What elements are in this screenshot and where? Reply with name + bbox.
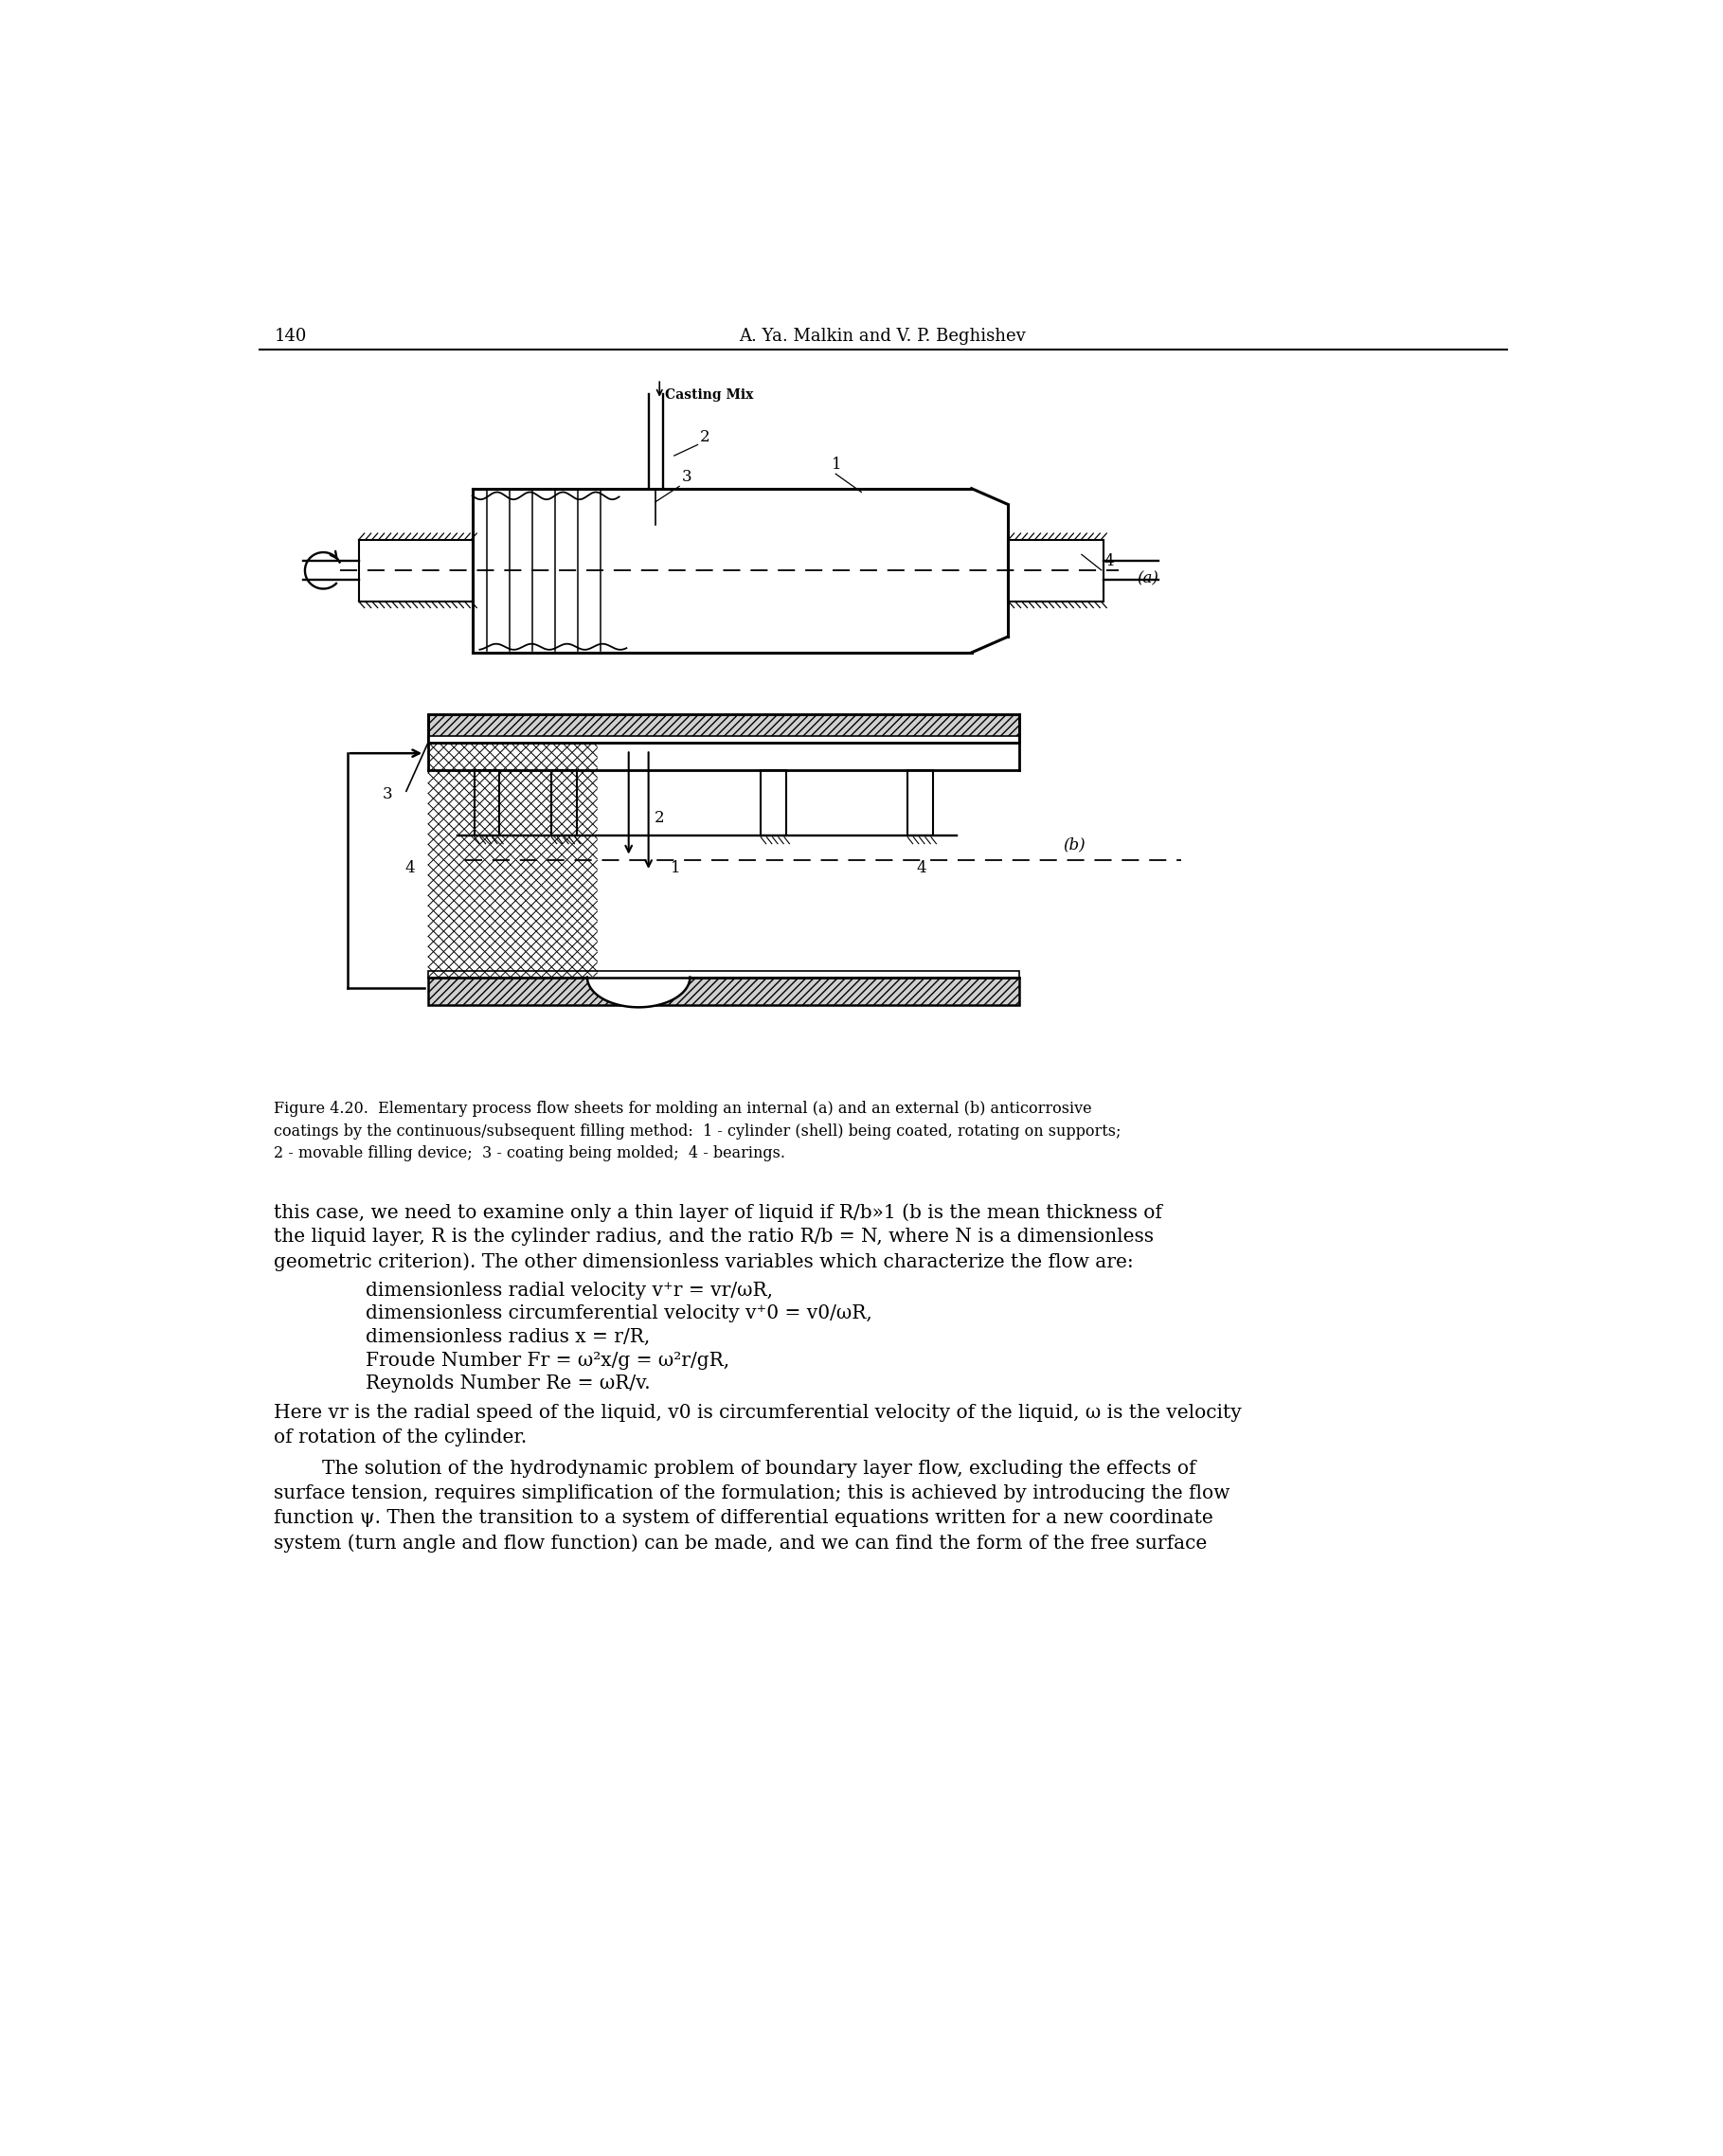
Text: 1: 1 [832, 457, 843, 472]
Text: 2: 2 [655, 808, 665, 826]
Text: coatings by the continuous/subsequent filling method:  1 - cylinder (shell) bein: coatings by the continuous/subsequent fi… [274, 1123, 1122, 1138]
Text: geometric criterion). The other dimensionless variables which characterize the f: geometric criterion). The other dimensio… [274, 1253, 1134, 1272]
Bar [429, 977, 1020, 1005]
Text: 4: 4 [405, 860, 415, 875]
Text: dimensionless radial velocity v⁺r = vr/ωR,: dimensionless radial velocity v⁺r = vr/ω… [365, 1281, 774, 1300]
Text: 2: 2 [700, 429, 710, 444]
Bar [429, 714, 1020, 742]
Bar [358, 539, 472, 602]
Bar [429, 972, 1020, 977]
Bar [429, 737, 1020, 742]
Text: system (turn angle and flow function) can be made, and we can find the form of t: system (turn angle and flow function) ca… [274, 1533, 1208, 1552]
Text: function ψ. Then the transition to a system of differential equations written fo: function ψ. Then the transition to a sys… [274, 1509, 1213, 1526]
Text: Figure 4.20.  Elementary process flow sheets for molding an internal (a) and an : Figure 4.20. Elementary process flow she… [274, 1102, 1092, 1117]
Text: 140: 140 [274, 328, 307, 345]
Text: Reynolds Number Re = ωR/v.: Reynolds Number Re = ωR/v. [365, 1376, 651, 1393]
Text: of rotation of the cylinder.: of rotation of the cylinder. [274, 1429, 527, 1447]
Text: 2 - movable filling device;  3 - coating being molded;  4 - bearings.: 2 - movable filling device; 3 - coating … [274, 1145, 786, 1162]
Bar [551, 770, 577, 837]
Text: 1: 1 [670, 860, 681, 875]
Text: 3: 3 [682, 468, 691, 485]
Text: surface tension, requires simplification of the formulation; this is achieved by: surface tension, requires simplification… [274, 1483, 1230, 1503]
Text: (a): (a) [1137, 571, 1158, 586]
Text: 4: 4 [1104, 552, 1113, 569]
Bar [474, 770, 500, 837]
Bar [908, 770, 932, 837]
Text: (b): (b) [1063, 837, 1085, 854]
Text: dimensionless radius x = r/R,: dimensionless radius x = r/R, [365, 1328, 650, 1345]
Bar [762, 770, 786, 837]
Text: A. Ya. Malkin and V. P. Beghishev: A. Ya. Malkin and V. P. Beghishev [739, 328, 1027, 345]
Text: Casting Mix: Casting Mix [665, 388, 753, 401]
Text: Here vr is the radial speed of the liquid, v0 is circumferential velocity of the: Here vr is the radial speed of the liqui… [274, 1404, 1242, 1421]
Bar [1008, 539, 1104, 602]
Text: 3: 3 [383, 787, 393, 802]
Text: The solution of the hydrodynamic problem of boundary layer flow, excluding the e: The solution of the hydrodynamic problem… [274, 1460, 1196, 1477]
Text: this case, we need to examine only a thin layer of liquid if R/b»1 (b is the mea: this case, we need to examine only a thi… [274, 1203, 1163, 1222]
Text: 4: 4 [917, 860, 927, 875]
Polygon shape [588, 977, 689, 1007]
Text: Froude Number Fr = ω²x/g = ω²r/gR,: Froude Number Fr = ω²x/g = ω²r/gR, [365, 1352, 731, 1369]
Text: dimensionless circumferential velocity v⁺0 = v0/ωR,: dimensionless circumferential velocity v… [365, 1304, 872, 1322]
Text: the liquid layer, R is the cylinder radius, and the ratio R/b = N, where N is a : the liquid layer, R is the cylinder radi… [274, 1229, 1154, 1246]
